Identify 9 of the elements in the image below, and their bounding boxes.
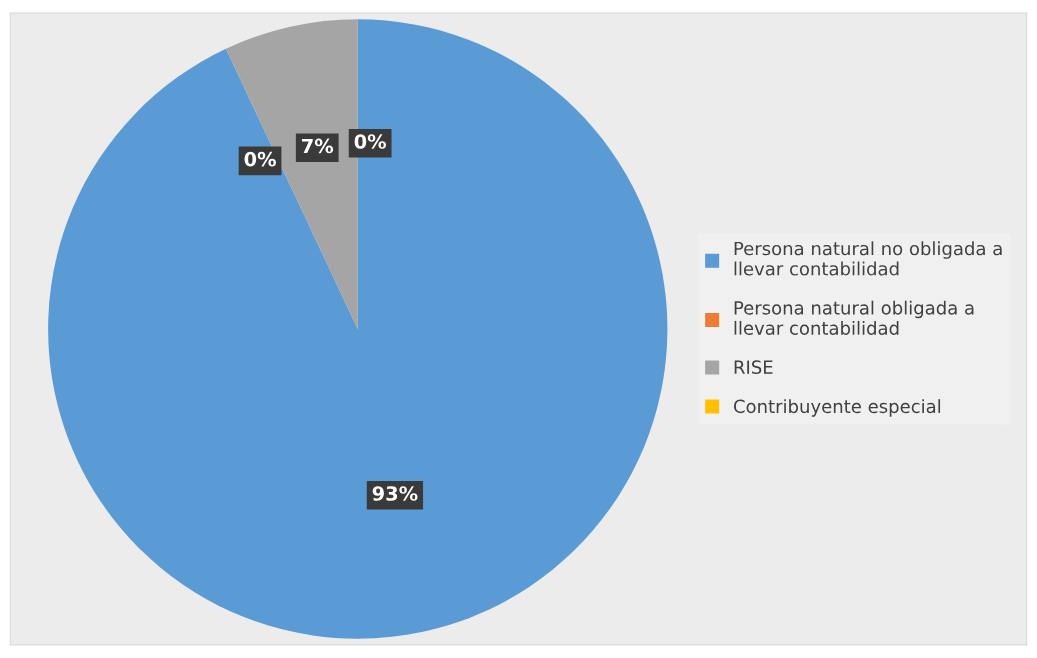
legend-label: Persona natural obligada a llevar contabilidad: [734, 300, 974, 335]
legend-label: Persona natural no obligada a llevar contabilidad: [734, 241, 1002, 276]
legend-label: Contribuyente especial: [733, 399, 941, 417]
data-label: 93%: [372, 486, 418, 501]
pie-slice: [48, 19, 668, 639]
text: 0%: [354, 134, 387, 149]
text: 0%: [244, 151, 276, 167]
legend-label: RISE: [734, 360, 773, 375]
data-label: 7%: [302, 138, 334, 154]
